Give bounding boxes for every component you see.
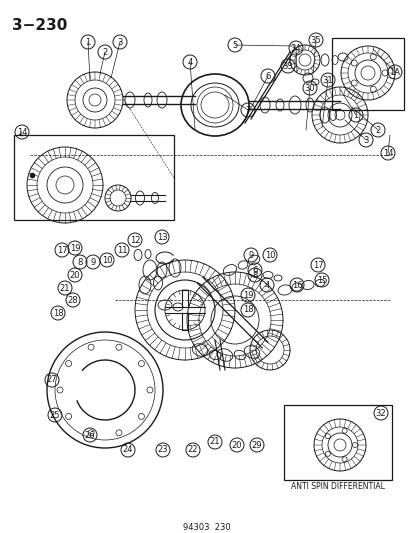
Text: 28: 28 (67, 295, 78, 304)
Text: 8: 8 (252, 271, 257, 279)
Bar (14, 135, 173, 220)
Text: 5: 5 (232, 41, 237, 50)
Text: 9: 9 (90, 257, 95, 266)
Bar (283, 405, 391, 480)
Text: 9: 9 (248, 251, 253, 260)
Text: 7: 7 (245, 106, 250, 115)
Text: 1: 1 (85, 37, 90, 46)
Text: 10: 10 (102, 255, 112, 264)
Text: 2: 2 (375, 125, 380, 134)
Text: 6: 6 (265, 71, 270, 80)
Text: 20: 20 (69, 271, 80, 279)
Text: 31: 31 (322, 76, 332, 85)
Text: 21: 21 (209, 438, 220, 447)
Text: 21: 21 (59, 284, 70, 293)
Text: 35: 35 (310, 36, 320, 44)
Text: 24: 24 (122, 446, 133, 455)
Text: 4: 4 (264, 280, 269, 289)
Text: 1: 1 (353, 110, 358, 119)
Text: 34: 34 (290, 44, 301, 52)
Text: 1A: 1A (389, 68, 399, 77)
Text: 13: 13 (156, 232, 167, 241)
Text: 94303  230: 94303 230 (183, 523, 230, 532)
Text: 29: 29 (251, 440, 261, 449)
Text: 25: 25 (50, 410, 60, 419)
Text: 19: 19 (69, 244, 80, 253)
Text: 3: 3 (363, 135, 368, 144)
Text: 3−230: 3−230 (12, 18, 67, 33)
Text: 32: 32 (375, 408, 385, 417)
Text: 14: 14 (382, 149, 392, 157)
Text: 22: 22 (188, 446, 198, 455)
Text: 10: 10 (264, 251, 275, 260)
Text: 3: 3 (117, 37, 122, 46)
Text: 2: 2 (102, 47, 107, 56)
Text: 17: 17 (57, 246, 67, 254)
Text: 6: 6 (252, 265, 257, 274)
Text: 20: 20 (231, 440, 242, 449)
Text: 11: 11 (116, 246, 127, 254)
Text: 33: 33 (282, 61, 293, 70)
Text: 4: 4 (187, 58, 192, 67)
Text: 8: 8 (77, 257, 83, 266)
Text: 27: 27 (47, 376, 57, 384)
Text: 19: 19 (242, 290, 253, 300)
Text: 23: 23 (157, 446, 168, 455)
Bar (331, 38, 403, 110)
Text: 16: 16 (291, 280, 301, 289)
Text: 18: 18 (52, 309, 63, 318)
Text: 30: 30 (304, 84, 315, 93)
Text: 14: 14 (17, 127, 27, 136)
Text: 26: 26 (85, 431, 95, 440)
Text: ANTI SPIN DIFFERENTIAL: ANTI SPIN DIFFERENTIAL (290, 482, 384, 491)
Text: 15: 15 (316, 276, 326, 285)
Text: 18: 18 (242, 305, 253, 314)
Text: 12: 12 (129, 236, 140, 245)
Text: 17: 17 (312, 261, 323, 270)
